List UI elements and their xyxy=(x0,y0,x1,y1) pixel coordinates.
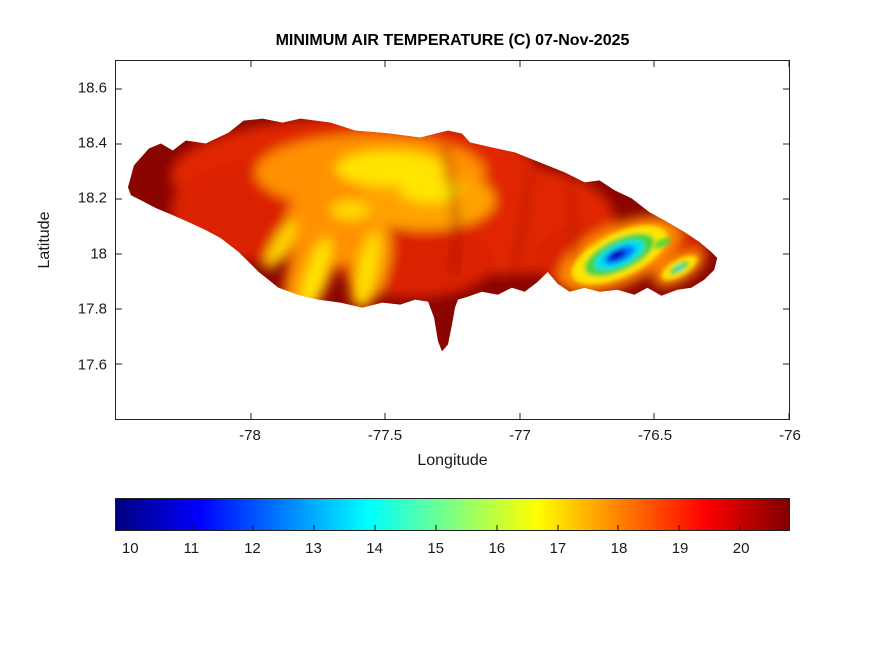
y-tick-mark xyxy=(783,308,789,310)
x-tick-label: -77 xyxy=(509,427,531,444)
y-tick-label: 18.4 xyxy=(77,134,107,152)
colorbar-tick-label: 10 xyxy=(121,540,139,557)
y-tick-mark xyxy=(116,308,122,310)
colorbar-tick-mark xyxy=(496,525,498,530)
colorbar-tick-label: 19 xyxy=(671,540,689,557)
y-tick-mark xyxy=(116,253,122,255)
colorbar-tick-label: 20 xyxy=(732,540,750,557)
x-tick-mark xyxy=(519,61,521,67)
colorbar-tick-label: 17 xyxy=(549,540,567,557)
x-tick-labels: -78 -77.5 -77 -76.5 -76 xyxy=(115,420,801,450)
y-tick-label: 18.2 xyxy=(77,189,107,207)
x-axis-label: Longitude xyxy=(417,452,488,469)
colorbar-tick-mark xyxy=(252,525,254,530)
y-tick-mark xyxy=(783,198,789,200)
jamaica-temperature-map xyxy=(127,118,718,352)
y-tick-label: 18 xyxy=(90,245,107,263)
colorbar-tick-label: 18 xyxy=(610,540,628,557)
x-tick-mark xyxy=(653,61,655,67)
colorbar-tick-mark xyxy=(678,525,680,530)
colorbar-tick-labels: 10 11 12 13 14 15 16 17 18 19 20 xyxy=(115,534,790,562)
colorbar-tick-label: 11 xyxy=(183,540,200,557)
y-tick-label: 17.6 xyxy=(77,356,107,374)
y-tick-mark xyxy=(116,198,122,200)
y-tick-mark xyxy=(783,88,789,90)
blue-mountains-cold-spot xyxy=(571,225,668,285)
x-tick-mark xyxy=(384,413,386,419)
colorbar-tick-label: 15 xyxy=(427,540,445,557)
colorbar-jet-gradient xyxy=(116,499,789,530)
colorbar-tick-label: 14 xyxy=(366,540,383,557)
colorbar-tick-mark xyxy=(557,525,559,530)
x-tick-mark xyxy=(519,413,521,419)
plot-area xyxy=(115,60,790,420)
x-tick-label: -76 xyxy=(779,427,801,444)
x-tick-mark xyxy=(250,61,252,67)
x-tick-mark xyxy=(384,61,386,67)
y-tick-mark xyxy=(116,363,122,365)
colorbar-tick-mark xyxy=(374,525,376,530)
colorbar xyxy=(115,498,790,531)
colorbar-tick-label: 13 xyxy=(305,540,322,557)
x-tick-mark xyxy=(250,413,252,419)
east-tip-cool-patch xyxy=(661,255,698,280)
colorbar-tick-mark xyxy=(130,525,132,530)
chart-title: MINIMUM AIR TEMPERATURE (C) 07-Nov-2025 xyxy=(275,32,630,49)
colorbar-tick-label: 12 xyxy=(244,540,261,557)
x-tick-label: -76.5 xyxy=(637,427,673,444)
y-tick-mark xyxy=(116,143,122,145)
y-tick-mark xyxy=(116,88,122,90)
colorbar-tick-mark xyxy=(313,525,315,530)
y-tick-label: 18.6 xyxy=(77,79,107,97)
x-tick-mark xyxy=(788,413,790,419)
colorbar-tick-mark xyxy=(739,525,741,530)
colorbar-tick-mark xyxy=(617,525,619,530)
y-tick-mark xyxy=(783,253,789,255)
y-tick-label: 17.8 xyxy=(77,300,107,318)
colorbar-tick-mark xyxy=(435,525,437,530)
y-tick-mark xyxy=(783,363,789,365)
cool-streak xyxy=(654,238,671,248)
x-tick-mark xyxy=(653,413,655,419)
colorbar-tick-label: 16 xyxy=(488,540,506,557)
temperature-field-layers xyxy=(170,118,708,318)
x-tick-label: -78 xyxy=(239,427,261,444)
y-tick-mark xyxy=(783,143,789,145)
y-tick-labels: 18.6 18.4 18.2 18 17.8 17.6 xyxy=(39,60,107,420)
colorbar-tick-mark xyxy=(191,525,193,530)
x-tick-label: -77.5 xyxy=(367,427,403,444)
x-tick-mark xyxy=(788,61,790,67)
